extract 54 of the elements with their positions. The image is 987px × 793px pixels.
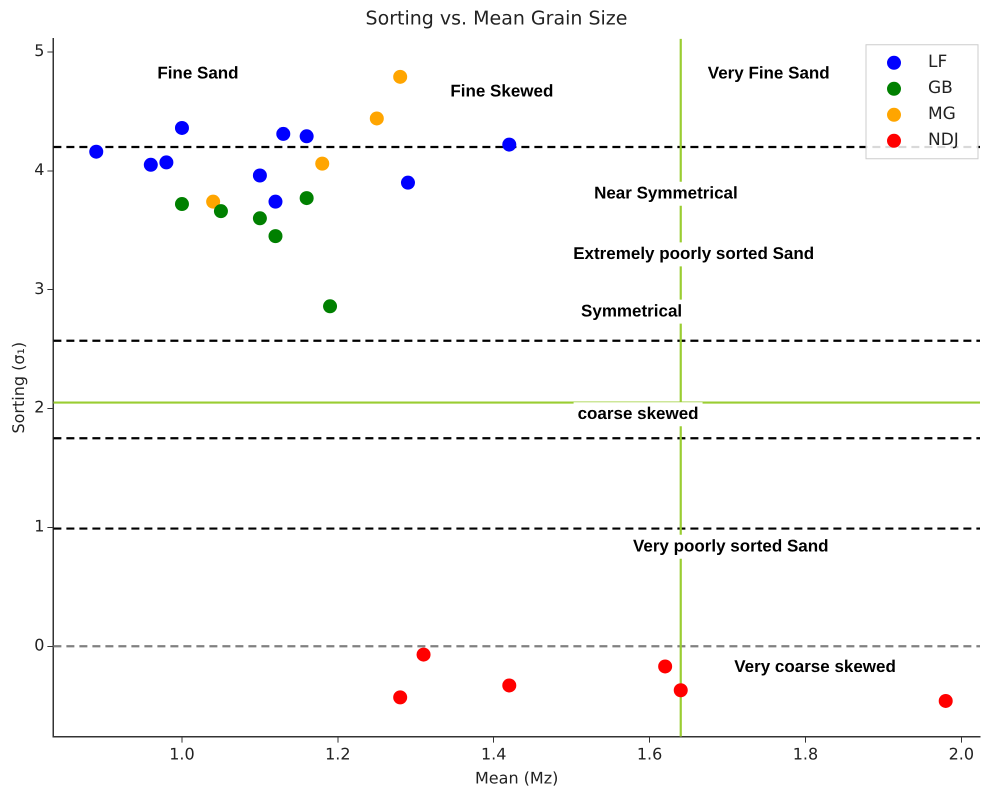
y-tick-label: 2 [34,398,44,417]
point [315,156,330,171]
annotation: Extremely poorly sorted Sand [573,244,814,264]
chart-title: Sorting vs. Mean Grain Size [366,7,628,30]
legend-label: NDJ [928,130,959,150]
annotation: Fine Sand [157,63,239,82]
point [938,694,953,708]
x-tick-label: 1.6 [636,744,662,764]
x-tick-label: 1.8 [792,744,818,764]
legend-label: GB [928,78,953,98]
x-tick-label: 1.0 [169,744,195,764]
point [674,683,688,698]
annotation: Very coarse skewed [734,657,896,676]
annotation: coarse skewed [578,404,699,423]
point [252,168,267,183]
x-axis-title: Mean (Mz) [475,768,558,788]
point [400,176,415,190]
y-tick-label: 4 [34,160,44,179]
point [300,129,314,144]
y-tick-label: 3 [34,278,44,298]
point [370,111,384,126]
point [502,138,516,152]
point [393,690,408,704]
point [174,197,189,212]
point [174,120,189,135]
annotation: Very Fine Sand [708,63,830,82]
point [159,155,174,170]
x-tick-label: 1.4 [480,744,506,764]
point [252,211,267,226]
point [300,191,314,206]
point [658,659,672,674]
x-tick-label: 1.2 [325,744,351,764]
point [206,194,220,209]
x-tick-label: 2.0 [948,744,974,764]
legend-label: LF [928,52,948,72]
point [89,144,104,159]
y-tick-label: 5 [34,41,44,60]
y-tick-label: 1 [34,516,44,536]
y-axis-title: Sorting (σ₁) [8,342,28,434]
y-tick-label: 0 [34,635,44,654]
point [393,70,408,84]
annotation: Very poorly sorted Sand [632,536,829,556]
annotation: Near Symmetrical [594,183,738,202]
point [214,204,228,218]
point [416,648,431,662]
point [323,299,338,314]
annotation: Symmetrical [581,301,682,320]
point [502,678,516,692]
point [276,126,290,141]
annotation: Fine Skewed [450,82,554,101]
point [268,194,282,209]
point [144,158,158,172]
legend-label: MG [928,104,956,124]
point [268,229,282,244]
